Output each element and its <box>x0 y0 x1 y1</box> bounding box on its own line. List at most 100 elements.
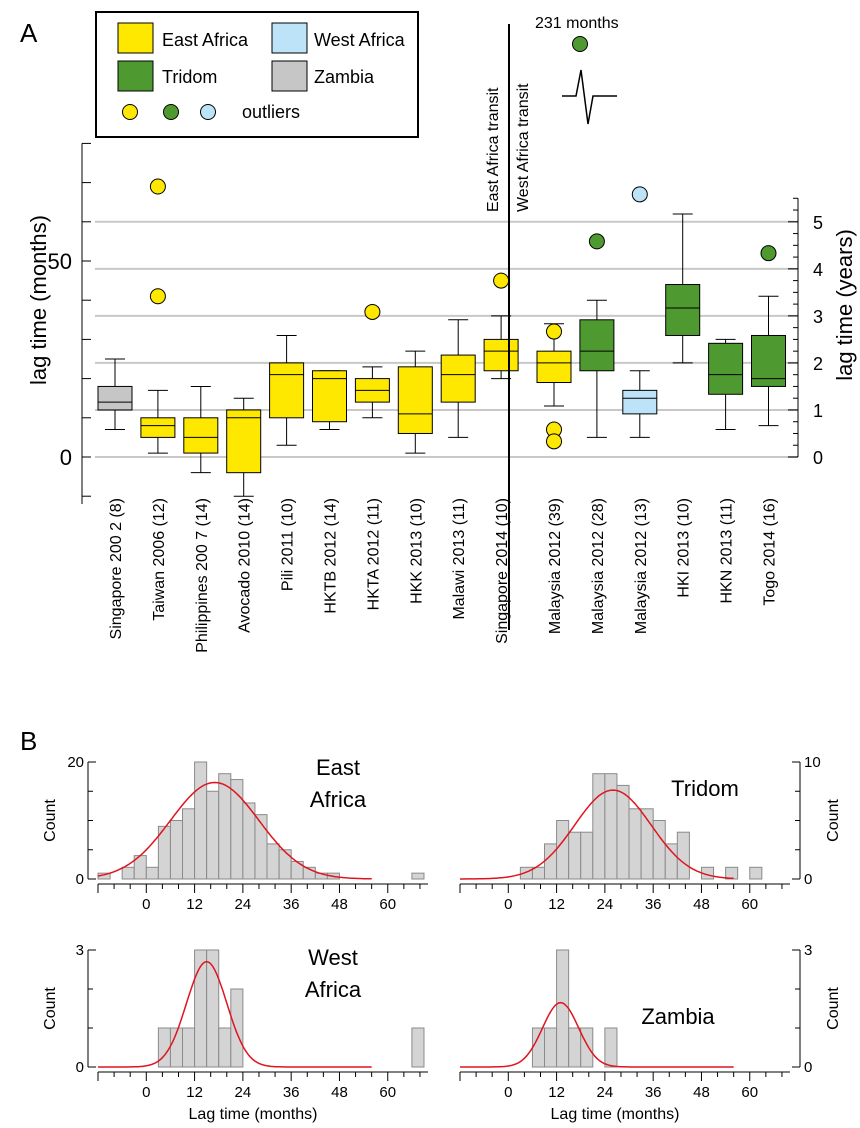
histogram-bar <box>568 831 582 880</box>
left-axis-tick-label: 0 <box>60 445 72 470</box>
x-axis-tick-label: 24 <box>235 1084 252 1101</box>
x-axis-tick-label: 60 <box>379 896 396 913</box>
right-axis-title: lag time (years) <box>832 229 857 381</box>
histogram-bar <box>544 843 558 880</box>
box-body <box>440 354 476 403</box>
box-body <box>665 284 701 336</box>
outlier-point <box>588 233 605 250</box>
panel-label-a: A <box>20 18 38 48</box>
histogram-bar <box>206 949 220 1068</box>
histogram-title: Zambia <box>641 1004 715 1029</box>
box-body <box>269 362 305 419</box>
x-axis-tick-label: 12 <box>186 1084 203 1101</box>
box-1: Singapore 200 2 (8) <box>97 358 133 639</box>
box-category-label: HKN 2013 (11) <box>719 498 736 604</box>
histogram-title: East Africa <box>310 755 367 812</box>
histogram-bar <box>580 1027 594 1068</box>
histogram-bar <box>230 988 244 1068</box>
legend-label-outliers: outliers <box>242 102 300 122</box>
histogram-bar <box>218 773 232 880</box>
panel-label-b: B <box>20 726 37 756</box>
x-axis-tick-label: 0 <box>142 896 150 913</box>
box-9: Malawi 2013 (11) <box>440 319 476 620</box>
box-5: Pili 2011 (10) <box>269 334 305 591</box>
histogram-bar <box>206 790 220 880</box>
y-axis-tick-label: 3 <box>804 942 812 959</box>
histogram-bar <box>664 843 678 880</box>
box-16: Togo 2014 (16) <box>751 245 786 606</box>
histogram-bar <box>182 1027 196 1068</box>
box-category-label: HKI 2013 (10) <box>676 498 693 598</box>
box-body <box>183 417 219 454</box>
x-axis-tick-label: 60 <box>741 896 758 913</box>
box-body <box>751 334 786 387</box>
big-outlier-point <box>572 36 588 52</box>
outlier-point <box>493 272 510 289</box>
box-body <box>708 342 744 395</box>
legend-label-tridom: Tridom <box>162 67 217 87</box>
box-14: HKI 2013 (10) <box>665 213 701 598</box>
histogram-title: West Africa <box>305 945 362 1002</box>
histogram-bar <box>145 866 159 880</box>
outlier-point <box>546 433 562 450</box>
x-axis-tick-label: 48 <box>331 896 348 913</box>
x-axis-tick-label: 48 <box>331 1084 348 1101</box>
x-axis-tick-label: 60 <box>379 1084 396 1101</box>
histogram-bar <box>604 1027 618 1068</box>
right-axis-tick-label: 0 <box>813 448 823 468</box>
legend-outlier-tridom <box>163 104 179 120</box>
legend-label-west: West Africa <box>314 30 406 50</box>
histogram-bar <box>556 820 570 880</box>
histogram-tridom: 0 12 24 36 48 60 0 10 Count Tridom <box>459 754 842 913</box>
histogram-bar <box>278 849 292 880</box>
box-body <box>536 350 572 384</box>
box-category-label: Singapore 200 2 (8) <box>108 498 125 639</box>
x-axis-tick-label: 48 <box>693 1084 710 1101</box>
axis-break-icon <box>562 69 617 125</box>
histogram-bar <box>97 872 111 880</box>
box-category-label: Malaysia 2012 (13) <box>633 498 650 634</box>
histogram-bar <box>592 773 606 880</box>
outlier-point <box>631 186 648 203</box>
box-category-label: HKTB 2012 (14) <box>323 498 340 614</box>
box-body <box>226 409 262 474</box>
box-body <box>483 338 519 372</box>
box-8: HKK 2013 (10) <box>397 350 433 604</box>
y-axis-tick-label: 0 <box>76 871 84 888</box>
outlier-point <box>149 178 166 195</box>
y-axis-tick-label: 20 <box>67 754 84 771</box>
x-axis-tick-label: 36 <box>283 1084 300 1101</box>
legend-label-zambia: Zambia <box>314 67 375 87</box>
fit-curve <box>97 781 372 880</box>
y-axis-tick-label: 3 <box>76 942 84 959</box>
box-3: Philippines 200 7 (14) <box>183 385 219 653</box>
left-axis-title: lag time (months) <box>26 215 51 385</box>
x-axis-tick-label: 36 <box>645 1084 662 1101</box>
right-axis-tick-label: 2 <box>813 354 823 374</box>
x-axis-tick-label: 0 <box>504 1084 512 1101</box>
x-axis-tick-label: 36 <box>283 896 300 913</box>
histogram-bar <box>182 808 196 880</box>
x-axis-title: Lag time (months) <box>189 1106 318 1123</box>
box-category-label: Avocado 2010 (14) <box>237 498 254 633</box>
y-axis-tick-label: 10 <box>804 754 821 771</box>
legend-outlier-east <box>122 104 138 120</box>
fit-curve <box>460 1001 734 1068</box>
left-axis-tick-label: 50 <box>48 249 72 274</box>
histogram-west-africa: 0 12 24 36 48 60 Lag time (months) 0 3 Count West A… <box>42 942 428 1123</box>
y-axis-title: Count <box>825 987 842 1030</box>
x-axis-tick-label: 60 <box>741 1084 758 1101</box>
histogram-bar <box>749 866 763 880</box>
right-axis-tick-label: 3 <box>813 307 823 327</box>
histogram-bar <box>411 872 425 880</box>
x-axis-tick-label: 0 <box>142 1084 150 1101</box>
histogram-bar <box>218 1027 232 1068</box>
y-axis-tick-label: 0 <box>76 1059 84 1076</box>
legend-swatch-zambia <box>271 60 308 92</box>
x-axis-tick-label: 0 <box>504 896 512 913</box>
box-body <box>97 385 133 411</box>
box-category-label: Pili 2011 (10) <box>280 498 297 591</box>
fit-curve <box>98 960 372 1068</box>
histogram-bar <box>616 784 630 880</box>
outlier-point <box>546 323 562 340</box>
